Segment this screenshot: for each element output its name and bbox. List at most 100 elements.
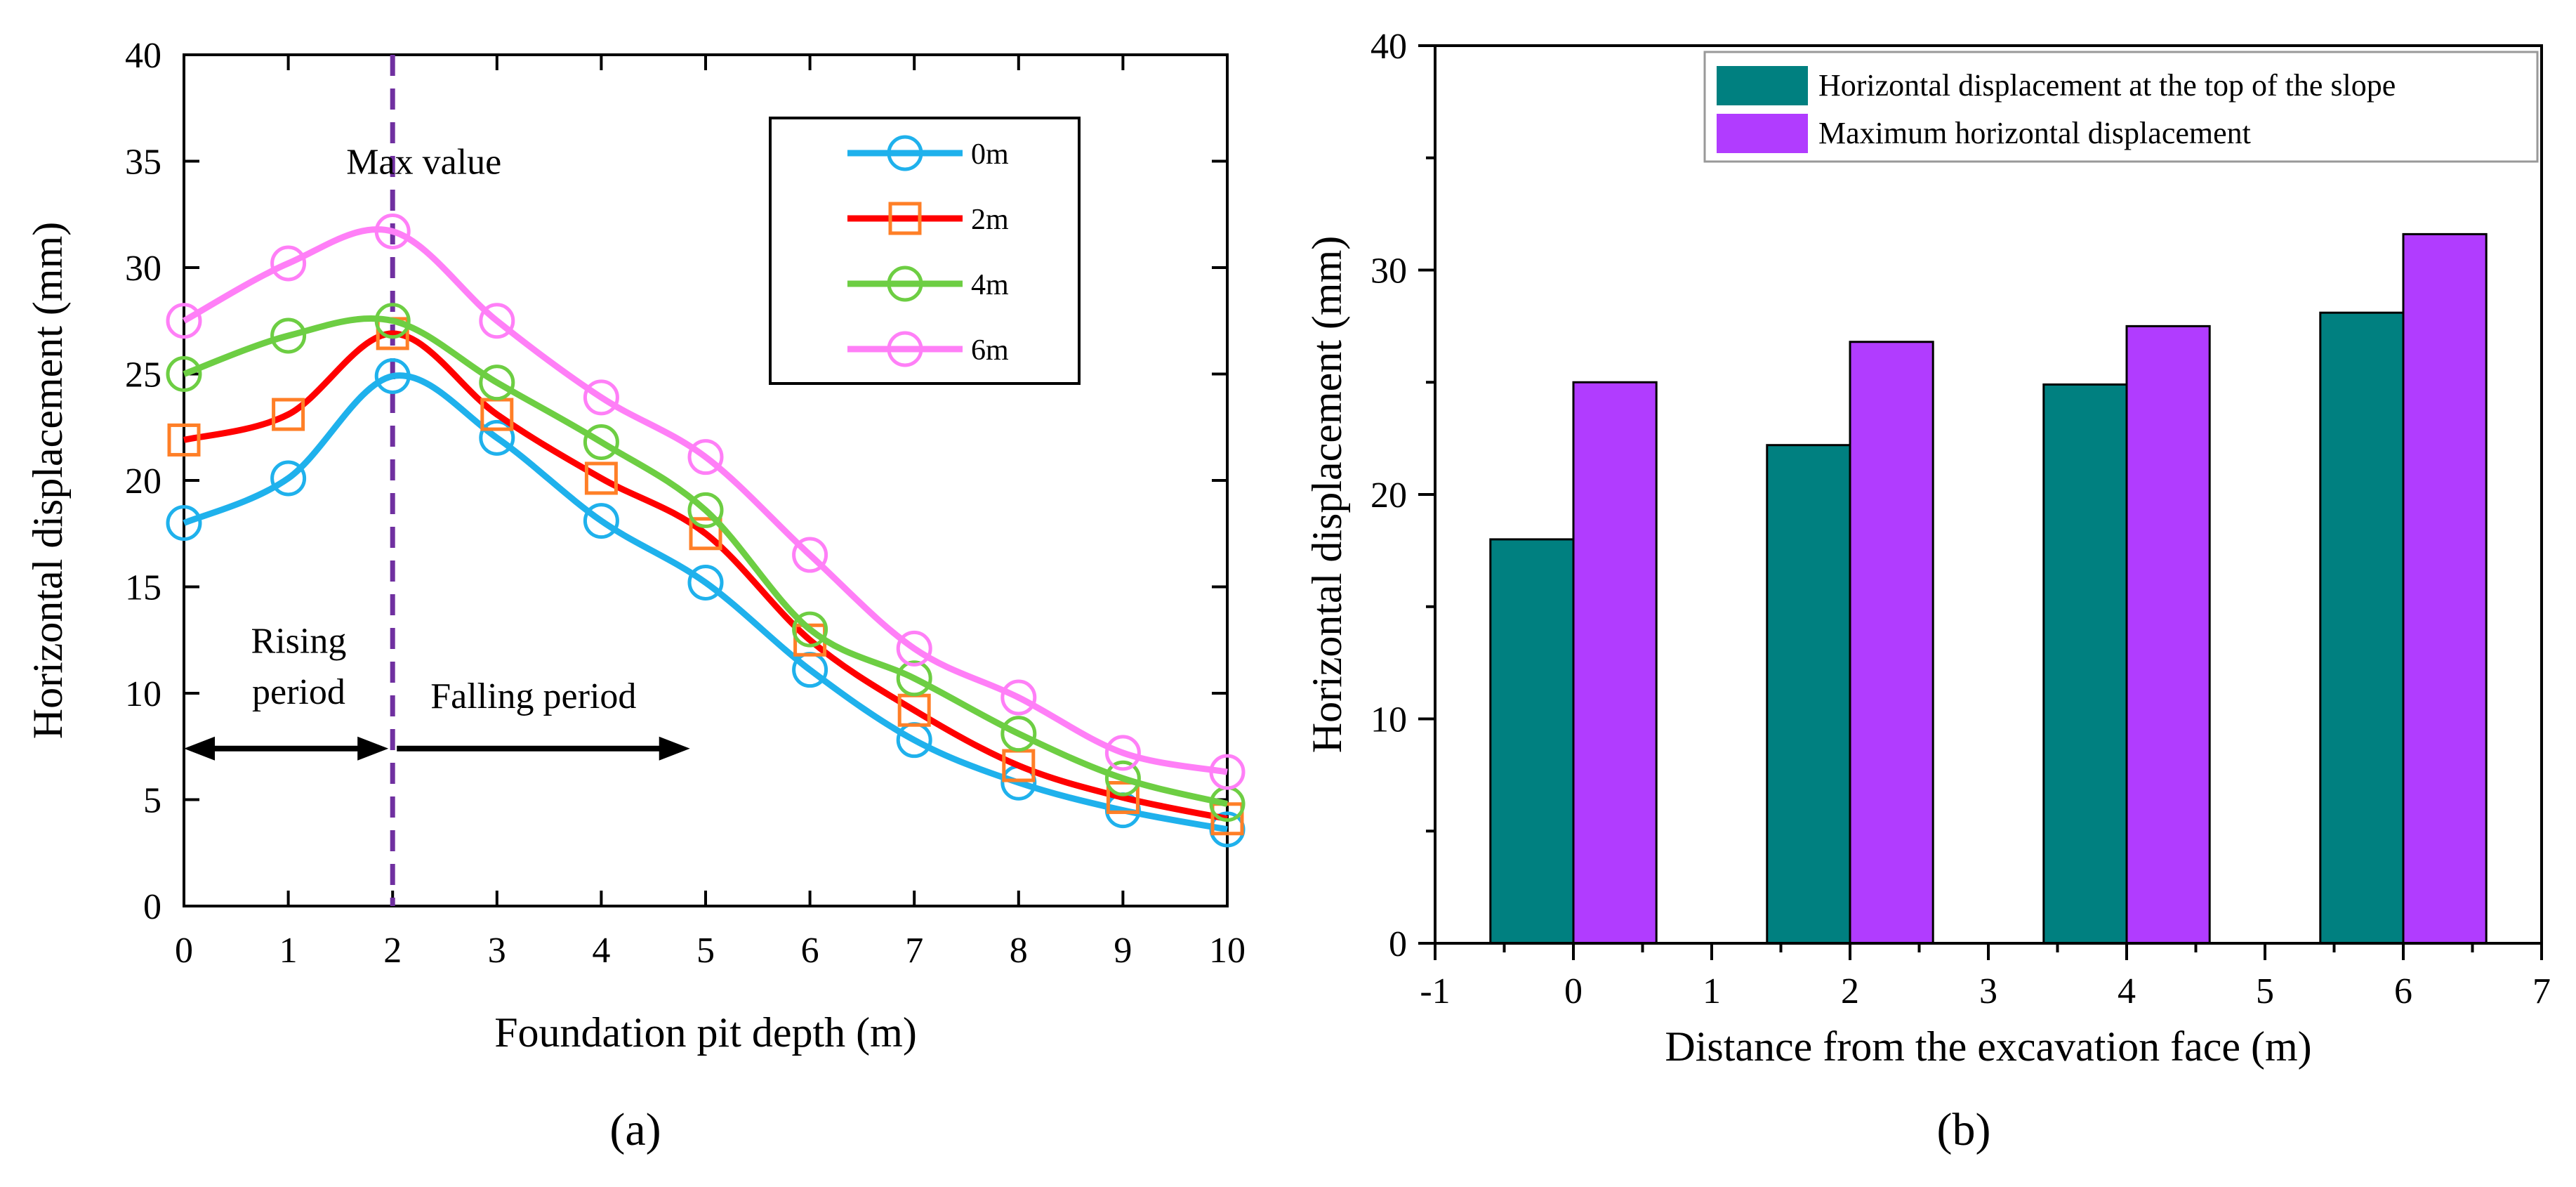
chart-a-point-4m	[792, 611, 828, 648]
chart-a-series-line-6m	[182, 226, 1228, 775]
chart-a-y-tick-label: 5	[143, 781, 161, 821]
chart-a-point-4m	[479, 365, 515, 401]
chart-b-y-tick-label: 30	[1370, 251, 1407, 291]
chart-a-point-6m	[687, 439, 724, 476]
chart-b-y-tick-label: 0	[1389, 924, 1407, 964]
chart-a-series-6m	[166, 213, 1246, 790]
chart-a-point-4m	[374, 303, 411, 339]
chart-a-period-arrows	[184, 736, 690, 761]
chart-b-bar-top-of-slope-0	[1489, 538, 1575, 945]
chart-a-point-4m	[1000, 716, 1037, 752]
chart-a-point-6m	[1000, 679, 1037, 716]
chart-a-point-6m	[270, 245, 307, 282]
chart-a-falling-arrow	[397, 736, 690, 761]
chart-a-point-0m	[583, 503, 619, 539]
chart-a-y-tick-label: 20	[125, 461, 161, 501]
chart-a-legend-label: 6m	[971, 334, 1009, 367]
chart-b-x-tick-label: 6	[2394, 971, 2412, 1011]
chart-a-legend-marker	[887, 331, 923, 367]
chart-a-series-line-4m	[183, 315, 1229, 807]
chart-a-point-6m	[583, 379, 619, 416]
chart-a-y-tick-label: 35	[125, 143, 161, 183]
chart-a-legend-item-4m: 4m	[847, 265, 1009, 302]
chart-a-point-2m	[272, 398, 305, 431]
chart-b-legend: Horizontal displacement at the top of th…	[1703, 51, 2539, 163]
chart-a-point-6m	[374, 213, 411, 249]
chart-a-series-line-0m	[183, 372, 1228, 833]
chart-b-legend-item-0: Horizontal displacement at the top of th…	[1717, 66, 2396, 105]
chart-b-x-tick-label: 0	[1564, 971, 1583, 1011]
chart-b-y-tick-label: 10	[1370, 700, 1407, 740]
chart-b-ticks	[1418, 44, 2543, 960]
chart-a-x-tick-label: 5	[696, 931, 715, 971]
chart-a-legend-item-6m: 6m	[847, 331, 1009, 367]
chart-a-legend-label: 0m	[971, 138, 1009, 171]
chart-a-max-value-label: Max value	[346, 143, 501, 183]
chart-b-x-tick-label: 3	[1979, 971, 1997, 1011]
chart-a-x-tick-label: 4	[592, 931, 610, 971]
chart-a-x-tick-label: 8	[1010, 931, 1028, 971]
chart-a-series-group	[166, 213, 1246, 848]
chart-b-bar-top-of-slope-6	[2319, 311, 2405, 945]
chart-b-bar-maximum-0	[1572, 381, 1658, 945]
chart-a-point-6m	[1104, 735, 1141, 771]
chart-b-x-tick-label: 5	[2256, 971, 2274, 1011]
chart-a-legend-marker	[887, 135, 923, 171]
chart-b-x-tick-label: 7	[2532, 971, 2551, 1011]
chart-a-point-4m	[687, 492, 724, 528]
chart-a-point-4m	[270, 317, 307, 354]
chart-a-point-2m	[1210, 802, 1244, 836]
chart-b-legend-item-1: Maximum horizontal displacement	[1717, 114, 2251, 153]
chart-a-point-4m	[896, 660, 932, 697]
chart-a-x-tick-label: 1	[279, 931, 298, 971]
chart-b-legend-box	[1703, 51, 2539, 163]
chart-b-bar-maximum-6	[2402, 232, 2488, 945]
chart-a: 0 1 2 3 4 5 6 7 8 9 10 0 5 10 15 20 25 30 35 40 Max value R…	[25, 36, 1246, 1155]
chart-a-series-4m	[166, 303, 1246, 822]
chart-a-x-tick-label: 10	[1209, 931, 1246, 971]
chart-a-point-0m	[374, 358, 411, 395]
chart-b-legend-label: Maximum horizontal displacement	[1818, 116, 2251, 150]
chart-a-point-4m	[166, 356, 202, 392]
chart-a-rising-arrow-head-left	[184, 736, 215, 761]
chart-a-falling-arrow-head-right	[659, 736, 690, 761]
chart-a-rising-arrow-head-right	[357, 736, 389, 761]
chart-b-tick-labels: -1 0 1 2 3 4 5 6 7 0 10 20 30 40	[1370, 27, 2551, 1011]
chart-b-legend-swatch	[1717, 66, 1808, 105]
chart-a-x-tick-label: 0	[175, 931, 193, 971]
chart-a-point-6m	[792, 537, 828, 573]
chart-b-y-tick-label: 20	[1370, 476, 1407, 516]
chart-a-point-0m	[270, 460, 307, 497]
chart-a-legend-marker	[887, 265, 923, 302]
chart-a-y-tick-label: 15	[125, 568, 161, 608]
chart-b-x-tick-label: 4	[2118, 971, 2136, 1011]
chart-b-legend-label: Horizontal displacement at the top of th…	[1818, 68, 2396, 103]
chart-a-point-0m	[479, 419, 515, 456]
chart-b-x-tick-label: 2	[1841, 971, 1859, 1011]
chart-a-y-axis-title: Horizontal displacement (mm)	[25, 222, 71, 739]
chart-b-bar-top-of-slope-4	[2042, 383, 2128, 945]
chart-a-panel-label: (a)	[609, 1104, 661, 1155]
chart-b: -1 0 1 2 3 4 5 6 7 0 10 20 30 40 Horizontal displacem…	[1304, 27, 2551, 1155]
chart-a-point-6m	[896, 630, 932, 667]
chart-b-x-tick-label: -1	[1420, 971, 1450, 1011]
chart-a-falling-label: Falling period	[430, 676, 636, 716]
chart-a-series-line-2m	[183, 330, 1228, 822]
chart-a-x-axis-title: Foundation pit depth (m)	[494, 1009, 917, 1056]
chart-a-legend-label: 2m	[971, 204, 1009, 236]
chart-a-series-0m	[166, 358, 1246, 848]
chart-a-ticks	[183, 53, 1229, 907]
chart-a-y-tick-label: 30	[125, 249, 161, 289]
chart-a-legend-item-0m: 0m	[847, 135, 1009, 171]
chart-a-series-2m	[167, 317, 1244, 836]
chart-a-point-4m	[583, 424, 619, 460]
chart-a-y-tick-label: 0	[143, 887, 161, 927]
chart-a-rising-arrow	[184, 736, 389, 761]
chart-a-point-2m	[689, 517, 722, 551]
chart-a-y-tick-label: 25	[125, 355, 161, 395]
chart-b-bar-maximum-2	[1849, 341, 1934, 945]
chart-a-point-0m	[166, 505, 202, 542]
chart-a-x-tick-label: 2	[383, 931, 402, 971]
